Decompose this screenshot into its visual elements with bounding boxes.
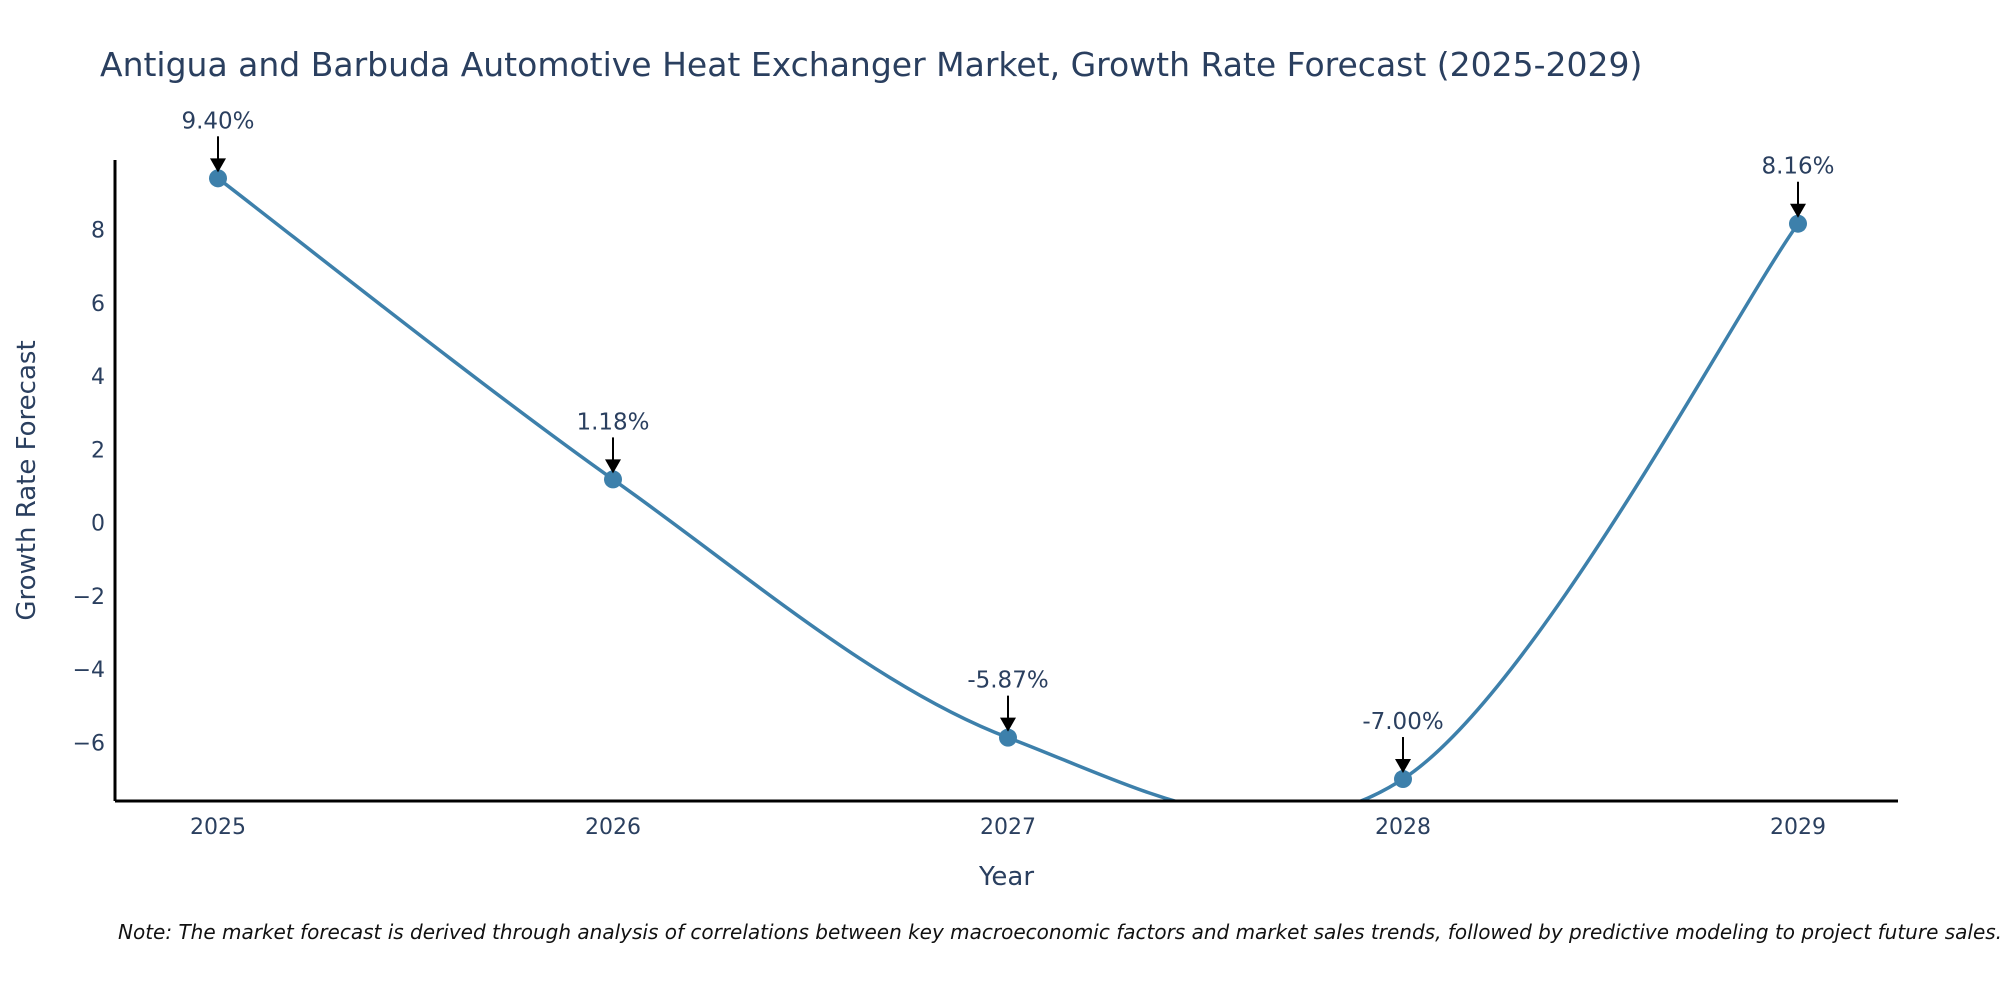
x-axis-ticks: 2025 2026 2027 2028 2029: [190, 815, 1826, 840]
y-tick-label: 2: [91, 438, 105, 463]
data-label: 1.18%: [576, 409, 649, 435]
x-tick-label: 2029: [1770, 815, 1826, 840]
x-tick-label: 2028: [1375, 815, 1431, 840]
data-label: -7.00%: [1362, 709, 1443, 735]
data-label: -5.87%: [967, 668, 1048, 694]
annotation-arrow-head: [1790, 203, 1806, 218]
chart-note: Note: The market forecast is derived thr…: [118, 920, 2000, 944]
y-tick-label: −2: [73, 585, 105, 610]
data-label-annotation: 1.18%: [576, 409, 650, 474]
annotation-arrow-head: [605, 459, 621, 474]
x-axis-title: Year: [978, 862, 1034, 892]
y-tick-label: −6: [73, 731, 105, 756]
x-tick-label: 2027: [980, 815, 1036, 840]
data-point-marker: [209, 169, 227, 188]
data-label: 9.40%: [181, 108, 254, 134]
data-label-annotation: 9.40%: [181, 108, 255, 173]
data-label-annotations: 9.40% 1.18% -5.87% -7.00% 8.16%: [181, 108, 1835, 774]
data-label-annotation: -5.87%: [967, 668, 1049, 732]
y-tick-label: 0: [91, 512, 105, 537]
annotation-arrow-head: [1000, 717, 1016, 732]
y-axis-title: Growth Rate Forecast: [12, 340, 42, 620]
data-point-marker: [604, 470, 622, 489]
data-label-annotation: -7.00%: [1362, 709, 1444, 774]
series-markers: [209, 169, 1807, 789]
annotation-arrow-head: [1395, 759, 1411, 774]
y-axis-ticks: −6 −4 −2 0 2 4 6 8: [73, 219, 105, 757]
y-tick-label: 8: [91, 219, 105, 244]
x-tick-label: 2025: [190, 815, 246, 840]
chart-title: Antigua and Barbuda Automotive Heat Exch…: [100, 45, 1643, 84]
y-tick-label: 6: [91, 292, 105, 317]
data-point-marker: [1789, 214, 1807, 233]
data-label-annotation: 8.16%: [1761, 154, 1835, 218]
y-tick-label: −4: [73, 658, 105, 683]
data-point-marker: [999, 728, 1017, 747]
y-tick-label: 4: [91, 365, 105, 390]
annotation-arrow-head: [210, 158, 226, 173]
data-point-marker: [1394, 770, 1412, 789]
data-label: 8.16%: [1761, 154, 1834, 180]
series-line: [216, 176, 1800, 801]
x-tick-label: 2026: [585, 815, 641, 840]
